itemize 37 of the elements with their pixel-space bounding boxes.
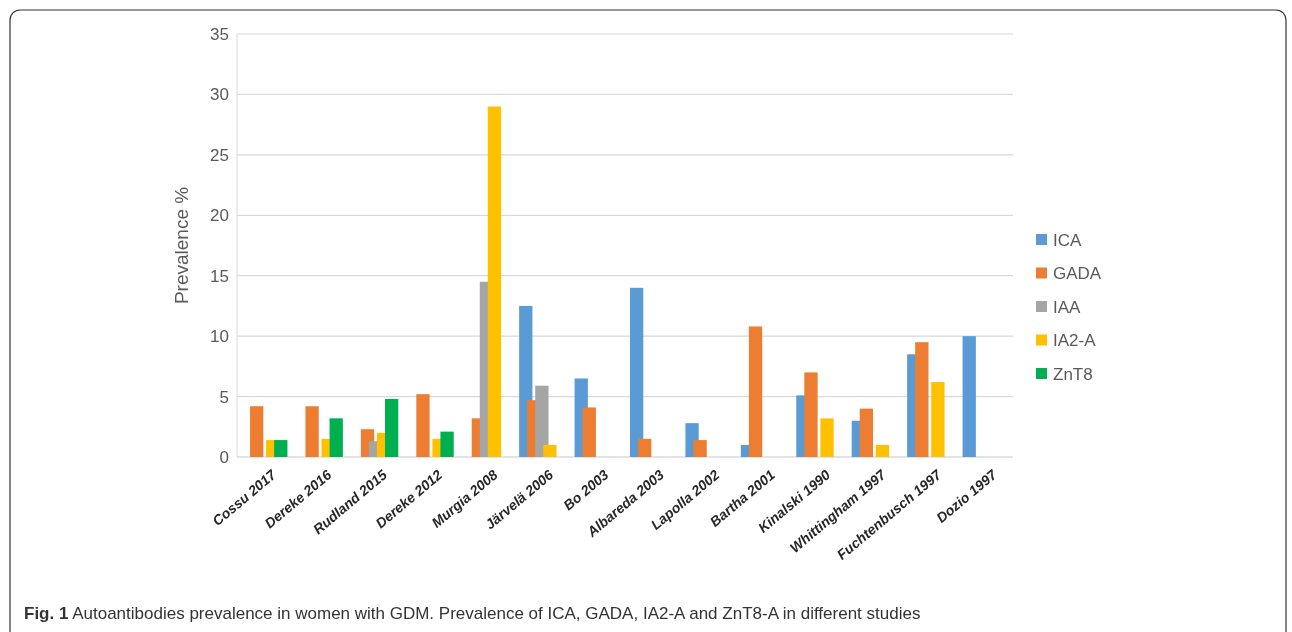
bar bbox=[962, 336, 976, 457]
y-tick-label: 20 bbox=[210, 206, 229, 226]
bar bbox=[305, 406, 319, 457]
legend-label: GADA bbox=[1053, 264, 1102, 284]
bar bbox=[250, 406, 264, 457]
bar bbox=[416, 394, 430, 457]
bar bbox=[384, 398, 399, 457]
bar bbox=[274, 440, 288, 457]
y-tick-label: 30 bbox=[210, 85, 229, 105]
bar bbox=[693, 440, 707, 457]
bar bbox=[440, 431, 454, 457]
caption: Fig. 1 Autoantibodies prevalence in women with GDM. Prevalence of ICA, GADA, IA2-A and ZnT8-A in different studies bbox=[24, 604, 921, 623]
legend-label: ZnT8 bbox=[1053, 364, 1093, 384]
bar bbox=[629, 287, 644, 457]
y-tick-label: 0 bbox=[219, 447, 229, 467]
bar bbox=[535, 385, 549, 457]
y-tick-label: 35 bbox=[210, 24, 229, 44]
legend-label: IA2-A bbox=[1053, 331, 1097, 351]
legend-label: ICA bbox=[1053, 230, 1082, 250]
bar bbox=[638, 438, 652, 457]
bar bbox=[748, 326, 763, 457]
bar bbox=[543, 444, 557, 457]
bar bbox=[931, 382, 945, 457]
bar bbox=[329, 418, 343, 457]
legend-label: IAA bbox=[1053, 297, 1082, 317]
y-tick-label: 25 bbox=[210, 145, 229, 165]
bar bbox=[875, 444, 890, 457]
y-axis-title: Prevalence % bbox=[171, 186, 192, 305]
y-tick-label: 10 bbox=[210, 327, 229, 347]
bar bbox=[820, 418, 834, 457]
bar bbox=[915, 342, 929, 457]
y-tick-label: 15 bbox=[210, 266, 229, 286]
bar bbox=[582, 407, 596, 457]
bar bbox=[804, 372, 818, 457]
bar bbox=[487, 106, 502, 457]
bar bbox=[859, 408, 874, 457]
y-tick-label: 5 bbox=[219, 387, 229, 407]
